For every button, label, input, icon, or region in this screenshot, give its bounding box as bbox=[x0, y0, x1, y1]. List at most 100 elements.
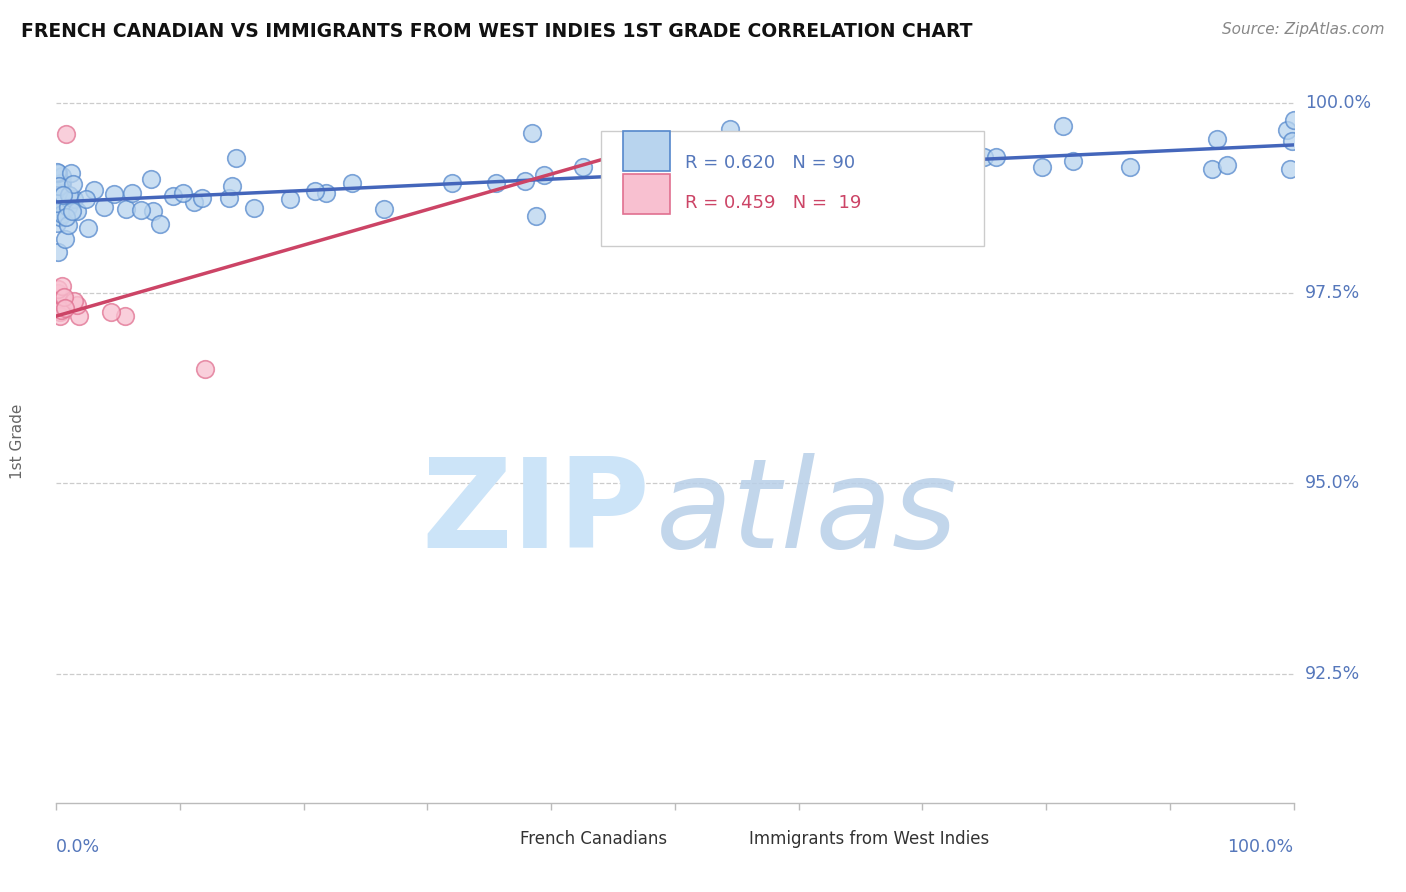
Point bbox=[66, 203, 89, 218]
Point bbox=[373, 202, 395, 216]
Point bbox=[53, 290, 76, 304]
Point bbox=[763, 191, 786, 205]
Point bbox=[51, 290, 73, 304]
Point bbox=[48, 188, 70, 202]
Point bbox=[52, 188, 75, 202]
Point bbox=[46, 165, 69, 179]
Point bbox=[129, 202, 152, 217]
Point bbox=[46, 195, 69, 210]
Bar bbox=[623, 174, 669, 214]
Text: 97.5%: 97.5% bbox=[1305, 285, 1360, 302]
Point bbox=[304, 184, 326, 198]
Point bbox=[49, 203, 72, 218]
Point bbox=[218, 192, 240, 206]
Point bbox=[984, 150, 1007, 164]
Point bbox=[600, 155, 623, 169]
Point bbox=[1031, 161, 1053, 175]
Point bbox=[278, 192, 301, 206]
Point bbox=[115, 202, 138, 216]
Point bbox=[49, 176, 72, 190]
Point bbox=[46, 298, 69, 312]
Point bbox=[1216, 158, 1239, 172]
Point bbox=[51, 187, 73, 202]
Point bbox=[55, 301, 77, 316]
Point bbox=[45, 188, 67, 202]
Point bbox=[46, 286, 69, 301]
Point bbox=[67, 309, 90, 323]
Point bbox=[55, 210, 77, 224]
Point bbox=[62, 193, 84, 207]
Point bbox=[1062, 154, 1084, 169]
Point bbox=[973, 150, 995, 164]
Point bbox=[77, 221, 100, 235]
Point bbox=[817, 169, 839, 183]
Point bbox=[142, 203, 165, 218]
Point bbox=[48, 282, 70, 296]
Text: 95.0%: 95.0% bbox=[1305, 475, 1360, 492]
Point bbox=[141, 172, 163, 186]
Point bbox=[724, 148, 747, 162]
Text: 92.5%: 92.5% bbox=[1305, 665, 1360, 682]
Point bbox=[172, 186, 194, 200]
Point bbox=[49, 309, 72, 323]
Text: 100.0%: 100.0% bbox=[1227, 838, 1294, 855]
Point bbox=[513, 174, 536, 188]
Point bbox=[620, 186, 643, 200]
Point bbox=[484, 176, 506, 190]
Point bbox=[1119, 161, 1142, 175]
Point bbox=[520, 126, 543, 140]
Point bbox=[1052, 119, 1074, 133]
Point bbox=[49, 302, 72, 317]
Point bbox=[103, 187, 125, 202]
Text: atlas: atlas bbox=[657, 453, 959, 574]
Bar bbox=[623, 131, 669, 170]
Point bbox=[46, 244, 69, 259]
Point bbox=[221, 179, 243, 194]
Point bbox=[162, 189, 184, 203]
Point bbox=[194, 362, 217, 376]
Point bbox=[524, 210, 547, 224]
Text: FRENCH CANADIAN VS IMMIGRANTS FROM WEST INDIES 1ST GRADE CORRELATION CHART: FRENCH CANADIAN VS IMMIGRANTS FROM WEST … bbox=[21, 22, 973, 41]
Point bbox=[149, 217, 172, 231]
Point bbox=[100, 305, 122, 319]
Bar bbox=[706, 828, 741, 861]
Point bbox=[1277, 122, 1299, 136]
Point bbox=[571, 160, 593, 174]
Point bbox=[603, 143, 626, 157]
Point bbox=[45, 293, 67, 308]
Point bbox=[1281, 134, 1303, 148]
Point bbox=[315, 186, 337, 201]
Point bbox=[60, 203, 83, 218]
Point bbox=[627, 146, 650, 161]
Point bbox=[51, 207, 73, 221]
Point bbox=[93, 200, 115, 214]
Text: 100.0%: 100.0% bbox=[1305, 94, 1371, 112]
Point bbox=[46, 216, 69, 230]
Point bbox=[51, 176, 73, 190]
Point bbox=[340, 176, 363, 190]
Point bbox=[63, 293, 86, 308]
Point bbox=[55, 127, 77, 141]
Text: ZIP: ZIP bbox=[422, 453, 650, 574]
Point bbox=[51, 169, 73, 183]
Point bbox=[114, 309, 136, 323]
Bar bbox=[477, 828, 512, 861]
Point bbox=[59, 166, 82, 180]
Point bbox=[533, 168, 555, 182]
Point bbox=[49, 210, 72, 224]
Point bbox=[1282, 113, 1305, 128]
Point bbox=[242, 201, 264, 215]
Point bbox=[59, 193, 82, 207]
Point bbox=[718, 122, 741, 136]
Point bbox=[1206, 132, 1229, 146]
Text: Immigrants from West Indies: Immigrants from West Indies bbox=[749, 830, 990, 848]
Point bbox=[1201, 161, 1223, 176]
Point bbox=[183, 195, 205, 210]
Point bbox=[62, 177, 84, 191]
Point bbox=[56, 218, 79, 232]
Text: R = 0.459   N =  19: R = 0.459 N = 19 bbox=[685, 194, 860, 212]
Text: French Canadians: French Canadians bbox=[520, 830, 668, 848]
Point bbox=[48, 179, 70, 194]
Point bbox=[1278, 161, 1301, 176]
Point bbox=[51, 301, 73, 316]
